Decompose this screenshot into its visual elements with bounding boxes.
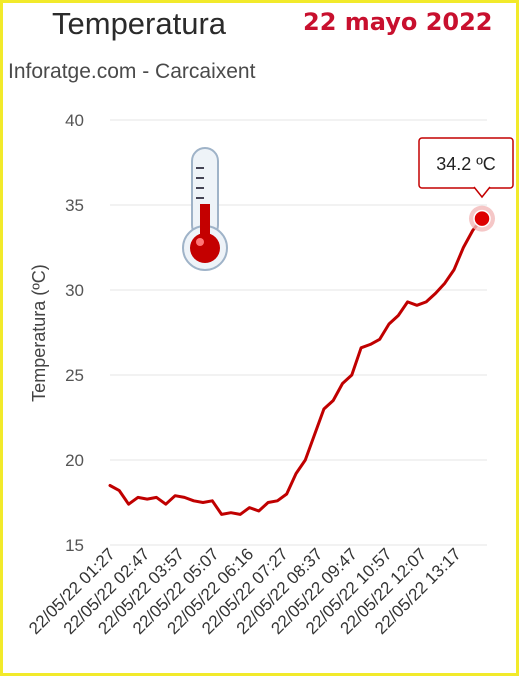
data-point: [267, 502, 269, 503]
date-label: 22 mayo 2022: [303, 8, 493, 36]
data-point: [156, 496, 157, 498]
data-point: [435, 292, 436, 294]
tooltip-box: [418, 137, 514, 189]
data-point: [202, 502, 204, 503]
data-point: [369, 343, 371, 345]
data-point: [332, 400, 334, 401]
data-point: [276, 500, 278, 502]
data-point: [109, 485, 111, 486]
series-line-group: [108, 205, 495, 516]
data-point: [146, 498, 148, 500]
tooltip-pointer: [473, 186, 491, 199]
value-tooltip: 34.2 ºC: [418, 137, 514, 199]
highlight-point[interactable]: [473, 209, 491, 228]
data-point: [137, 496, 139, 498]
grid-lines: [110, 119, 487, 546]
data-point: [174, 495, 176, 497]
y-tick-labels: 15 20 25 30 35 40: [65, 111, 84, 555]
y-axis-label: Temperatura (ºC): [29, 264, 49, 402]
data-point: [211, 500, 213, 502]
y-tick-label: 20: [65, 451, 84, 470]
data-point: [425, 301, 427, 303]
data-point: [193, 500, 195, 502]
data-point: [230, 512, 232, 514]
thermometer-icon: [182, 147, 228, 271]
data-point: [444, 282, 446, 284]
data-point: [258, 510, 260, 512]
chart-title: Temperatura: [52, 6, 227, 41]
data-point: [342, 383, 343, 384]
data-point: [286, 493, 288, 495]
data-point: [416, 304, 418, 306]
y-tick-label: 35: [65, 196, 84, 215]
y-tick-label: 30: [65, 281, 84, 300]
data-point: [314, 434, 316, 435]
y-tick-label: 15: [65, 536, 84, 555]
data-point: [183, 496, 185, 498]
y-tick-label: 40: [65, 111, 84, 130]
data-point: [453, 269, 455, 271]
series-line: [108, 217, 484, 516]
data-point: [295, 473, 297, 475]
data-point: [360, 347, 362, 349]
data-point: [249, 507, 250, 509]
data-point: [397, 315, 399, 316]
data-point: [165, 503, 167, 505]
data-point: [118, 490, 120, 492]
data-point: [221, 513, 223, 515]
data-point: [304, 459, 306, 461]
data-point: [388, 323, 390, 325]
data-point: [323, 408, 325, 410]
data-point: [239, 513, 241, 515]
data-point: [379, 338, 381, 340]
data-point: [351, 374, 353, 376]
data-point: [407, 301, 409, 303]
source-subtitle: Inforatge.com - Carcaixent: [8, 60, 256, 83]
y-tick-label: 25: [65, 366, 84, 385]
data-point: [462, 247, 464, 248]
data-point: [128, 503, 130, 505]
data-point: [472, 230, 474, 231]
tooltip-value: 34.2 ºC: [436, 154, 496, 174]
